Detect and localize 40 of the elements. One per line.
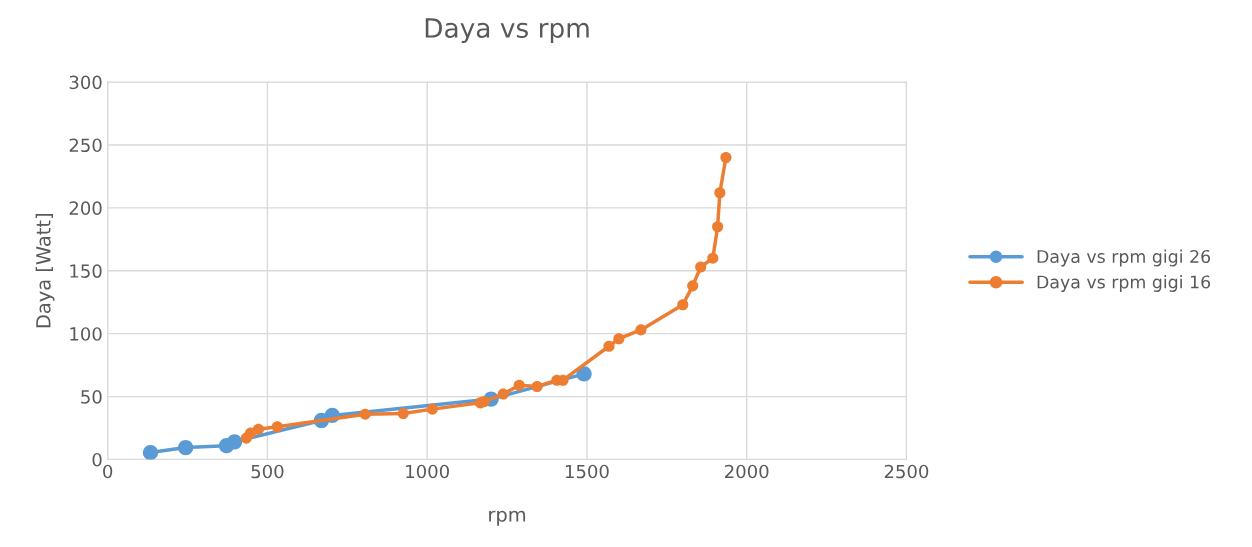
point: [712, 221, 724, 233]
legend-label: Daya vs rpm gigi 16: [1037, 275, 1211, 292]
y-tick-label: 150: [70, 264, 102, 278]
y-tick-label: 300: [69, 75, 102, 90]
point: [677, 299, 689, 311]
point: [271, 421, 283, 433]
point: [531, 380, 543, 393]
point: [226, 434, 243, 450]
point: [142, 444, 159, 460]
y-tick-label: 0: [92, 452, 102, 467]
y-axis-title: Daya [Watt]: [35, 214, 55, 328]
x-tick-label: 2500: [884, 464, 929, 479]
y-tick-label: 200: [69, 201, 102, 215]
x-tick-label: 500: [251, 464, 284, 479]
point: [695, 261, 707, 273]
point: [497, 388, 509, 400]
point: [576, 366, 592, 382]
point: [177, 439, 194, 456]
chart-title: Daya vs rpm: [425, 18, 589, 44]
x-tick-label: 0: [103, 464, 113, 479]
x-axis-title: rpm: [489, 510, 526, 526]
point: [397, 408, 409, 420]
point: [359, 408, 371, 420]
y-tick-label: 50: [81, 390, 102, 404]
point: [252, 423, 265, 435]
point: [426, 403, 438, 415]
point: [714, 187, 726, 199]
point: [720, 151, 732, 164]
point: [707, 252, 719, 264]
x-tick-label: 2000: [725, 464, 769, 479]
y-tick-label: 250: [69, 138, 102, 153]
point: [513, 379, 525, 391]
point: [635, 324, 647, 336]
point: [603, 340, 615, 352]
x-tick-label: 1000: [406, 464, 449, 479]
point: [687, 280, 699, 292]
x-tick-label: 1500: [565, 464, 609, 479]
y-tick-label: 100: [70, 327, 102, 341]
legend-label: Daya vs rpm gigi 26: [1037, 249, 1211, 267]
point: [613, 333, 625, 345]
